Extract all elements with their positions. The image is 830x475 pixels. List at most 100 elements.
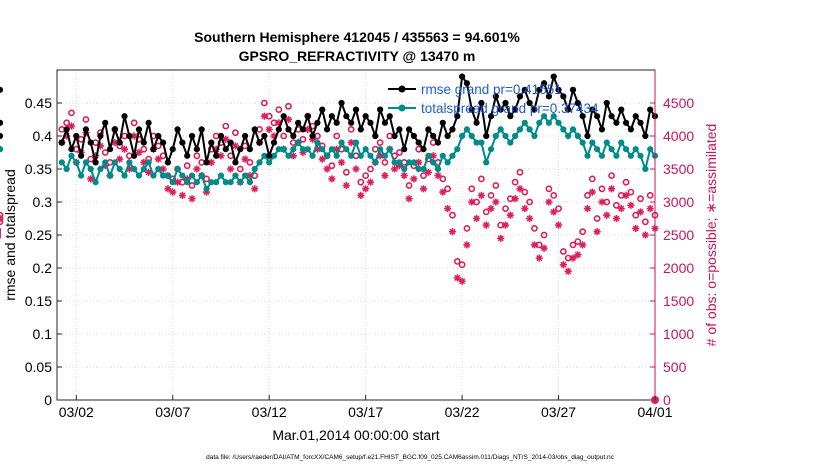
obs-assimilated-marker xyxy=(381,172,389,180)
obs-assimilated-marker xyxy=(130,132,138,140)
obs-assimilated-stroke xyxy=(594,228,601,235)
obs-assimilated-stroke xyxy=(169,189,176,196)
obs-assimilated-stroke xyxy=(261,113,268,120)
y-axis-label-left: rmse and totalspread xyxy=(2,169,18,301)
obs-possible-marker xyxy=(0,211,4,219)
obs-assimilated-stroke xyxy=(502,222,509,229)
spread-point xyxy=(454,146,461,153)
obs-assimilated-marker xyxy=(260,112,268,120)
y-tick-label-right: 2000 xyxy=(663,260,694,276)
obs-assimilated-stroke xyxy=(459,278,466,285)
spread-point xyxy=(232,172,239,179)
rmse-point xyxy=(319,106,326,113)
obs-assimilated-marker xyxy=(501,221,510,229)
spread-point xyxy=(565,132,572,140)
obs-possible-marker xyxy=(188,182,196,189)
obs-possible-marker xyxy=(396,149,403,156)
spread-point xyxy=(333,152,340,159)
x-tick-label: 03/12 xyxy=(252,404,287,420)
obs-possible-marker xyxy=(357,178,365,186)
rmse-point xyxy=(487,113,495,120)
obs-assimilated-marker xyxy=(641,231,649,239)
spread-point xyxy=(106,172,114,179)
obs-assimilated-stroke xyxy=(343,182,350,189)
obs-assimilated-marker xyxy=(477,191,485,199)
obs-assimilated-marker xyxy=(120,145,129,153)
rmse-point xyxy=(184,152,191,159)
spread-point xyxy=(188,172,196,179)
y-tick-label-left: 0 xyxy=(44,392,52,408)
rmse-point xyxy=(193,146,200,153)
obs-assimilated-stroke xyxy=(492,198,499,206)
obs-assimilated-marker xyxy=(603,211,611,219)
obs-assimilated-marker xyxy=(646,205,654,213)
obs-assimilated-stroke xyxy=(266,126,273,133)
obs-possible-marker xyxy=(130,119,138,127)
spread-point xyxy=(560,126,567,133)
spread-point xyxy=(314,139,321,146)
y-tick-label-left: 0.2 xyxy=(33,260,53,276)
obs-assimilated-marker xyxy=(222,135,230,143)
obs-assimilated-stroke xyxy=(618,205,625,212)
obs-assimilated-stroke xyxy=(381,172,388,179)
obs-assimilated-stroke xyxy=(145,169,152,176)
obs-assimilated-stroke xyxy=(367,179,374,186)
rmse-point xyxy=(420,146,427,153)
obs-assimilated-stroke xyxy=(478,192,485,199)
obs-assimilated-marker xyxy=(540,244,548,252)
obs-assimilated-stroke xyxy=(516,185,524,192)
rmse-point xyxy=(550,73,557,80)
spread-point xyxy=(309,152,316,159)
obs-assimilated-stroke xyxy=(208,159,215,166)
obs-assimilated-marker xyxy=(231,142,240,150)
spread-point xyxy=(512,132,519,140)
obs-assimilated-stroke xyxy=(526,215,533,222)
rmse-point xyxy=(82,126,90,133)
rmse-point xyxy=(642,132,649,140)
obs-assimilated-marker xyxy=(193,165,201,173)
rmse-point xyxy=(473,119,480,126)
y-tick-label-left: 0.4 xyxy=(33,128,53,144)
rmse-point xyxy=(458,73,466,80)
spread-point xyxy=(598,152,606,159)
rmse-point xyxy=(338,99,345,107)
spread-point xyxy=(227,179,234,186)
spread-point xyxy=(241,172,249,179)
spread-point xyxy=(246,179,254,186)
obs-possible-marker xyxy=(574,238,582,245)
x-tick-label: 03/17 xyxy=(348,404,383,420)
spread-point xyxy=(198,172,205,179)
obs-assimilated-stroke xyxy=(179,192,186,199)
spread-point xyxy=(116,165,123,173)
obs-assimilated-stroke xyxy=(579,241,586,248)
rmse-point xyxy=(285,126,292,133)
obs-possible-marker xyxy=(598,185,606,193)
rmse-point xyxy=(444,132,451,140)
rmse-point xyxy=(295,119,302,126)
rmse-point xyxy=(434,139,442,146)
obs-assimilated-stroke xyxy=(444,205,451,212)
obs-assimilated-marker xyxy=(612,214,621,223)
x-tick-label: 03/02 xyxy=(59,404,94,420)
obs-possible-marker xyxy=(140,145,148,153)
spread-point xyxy=(135,172,143,179)
rmse-point xyxy=(304,113,311,120)
rmse-point xyxy=(555,86,562,93)
obs-possible-marker xyxy=(82,116,90,123)
spread-point xyxy=(478,139,485,146)
obs-assimilated-stroke xyxy=(275,119,282,126)
spread-point xyxy=(647,146,654,153)
obs-assimilated-marker xyxy=(506,211,514,219)
obs-possible-marker xyxy=(579,228,587,236)
spread-point xyxy=(275,146,282,153)
rmse-point xyxy=(594,113,601,120)
spread-point xyxy=(111,159,118,166)
spread-point xyxy=(449,152,456,159)
obs-assimilated-marker xyxy=(164,185,172,193)
obs-assimilated-marker xyxy=(458,277,466,285)
y-tick-label-right: 4000 xyxy=(663,128,694,144)
obs-assimilated-stroke xyxy=(569,255,577,262)
obs-possible-marker xyxy=(236,165,244,173)
obs-assimilated-stroke xyxy=(565,268,572,275)
